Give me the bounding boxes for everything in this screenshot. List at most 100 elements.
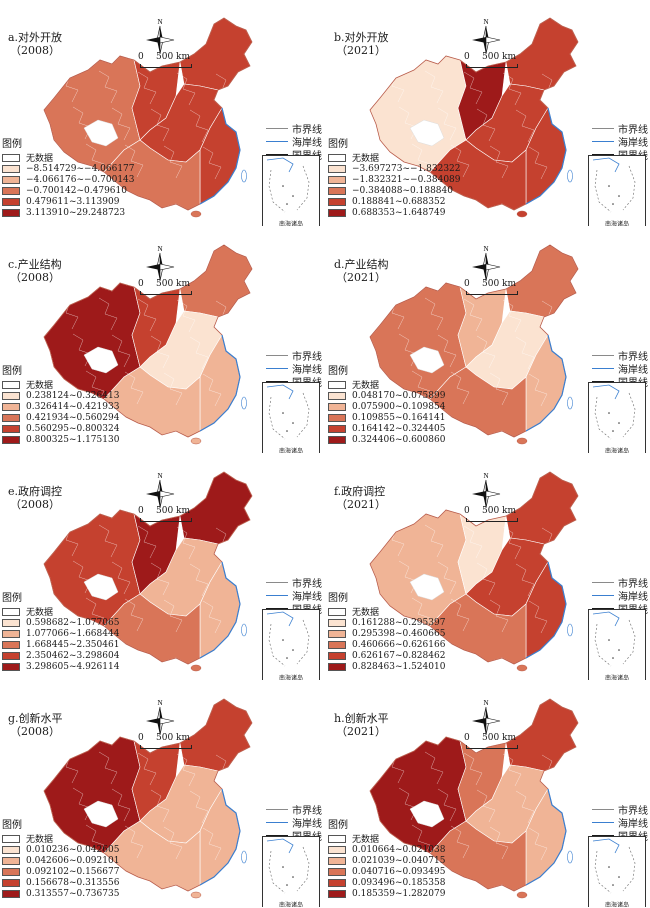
legend-swatch (2, 618, 20, 627)
boundary-legend-row: 市界线 (592, 576, 648, 590)
legend-label: 0.093496~0.185358 (352, 877, 446, 888)
legend-swatch (2, 651, 20, 660)
legend-label: 1.668445~2.350461 (26, 639, 120, 650)
legend-swatch (328, 402, 346, 411)
legend-swatch (328, 424, 346, 433)
boundary-label: 海岸线 (292, 138, 322, 149)
boundary-legend-row: 海岸线 (266, 589, 322, 603)
inset-caption: 南海诸岛 (278, 221, 303, 226)
legend-row: 0.156678~0.313556 (2, 877, 119, 888)
legend-row: 0.828463~1.524010 (328, 661, 445, 672)
boundary-line-swatch (592, 608, 614, 609)
scale-bar-line (140, 64, 192, 68)
legend-swatch (328, 607, 346, 616)
city-boundaries (59, 523, 248, 634)
hainan-island (516, 210, 528, 218)
taiwan-island (241, 396, 247, 410)
legend: 图例 无数据 0.161288~0.295397 0.295398~0.460665 0… (328, 589, 445, 672)
legend-swatch (328, 208, 346, 217)
legend-row: 0.093496~0.185358 (328, 877, 445, 888)
legend-row: 无数据 (2, 606, 119, 618)
legend-label: 0.800325~1.175130 (26, 434, 120, 445)
panel-title: b.对外开放 （2021） (334, 31, 389, 57)
coastline (199, 107, 241, 205)
legend-row: 0.479611~3.113909 (2, 196, 135, 207)
city-boundaries (385, 523, 574, 634)
boundary-line-swatch (592, 141, 614, 142)
map-panel: g.创新水平 （2008） N 0 500 km 图例 无数据 0.010236~0.0426… (0, 681, 324, 907)
boundary-line-swatch (266, 809, 288, 810)
panel-title-main: a.对外开放 (8, 31, 63, 44)
legend-row: 0.109855~0.164141 (328, 412, 445, 423)
north-arrow-icon: N (468, 697, 504, 737)
scale-label: 500 km (156, 279, 191, 289)
north-arrow-icon: N (142, 243, 178, 283)
boundary-legend-row: 市界线 (266, 803, 322, 817)
legend-label: 无数据 (352, 835, 380, 845)
north-label: N (157, 699, 162, 707)
scale-bar: 0 500 km (138, 506, 200, 524)
legend-label: 0.324406~0.600860 (352, 434, 446, 445)
legend-swatch (2, 164, 20, 173)
boundary-label: 海岸线 (292, 592, 322, 603)
panel-title: c.产业结构 （2008） (8, 258, 62, 284)
boundary-line-swatch (592, 128, 614, 129)
scale-zero: 0 (464, 279, 470, 289)
taiwan-island (567, 623, 573, 637)
south-china-sea-inset: 南海诸岛 (262, 155, 320, 226)
panel-title: h.创新水平 （2021） (334, 712, 389, 738)
legend-row: 无数据 (328, 152, 461, 164)
legend-label: 0.164142~0.324405 (352, 423, 446, 434)
panel-title-year: （2021） (336, 498, 386, 511)
coastline (199, 561, 241, 659)
legend-row: 0.048170~0.075899 (328, 390, 445, 401)
south-china-sea-inset: 南海诸岛 (588, 609, 646, 680)
panel-title-year: （2021） (336, 725, 386, 738)
scale-bar: 0 500 km (138, 279, 200, 297)
legend-title: 图例 (2, 820, 22, 831)
legend-swatch (328, 662, 346, 671)
legend-swatch (328, 435, 346, 444)
legend-label: 无数据 (352, 381, 380, 391)
boundary-legend-row: 市界线 (266, 122, 322, 136)
map-panel: d.产业结构 （2021） N 0 500 km 图例 无数据 0.048170~0.0758… (326, 227, 650, 453)
legend-swatch (328, 164, 346, 173)
inset-caption: 南海诸岛 (278, 675, 303, 680)
panel-title-main: e.政府调控 (8, 485, 63, 498)
coastline (525, 561, 567, 659)
legend-swatch (328, 618, 346, 627)
legend-label: 3.113910~29.248723 (26, 207, 126, 218)
legend-swatch (2, 607, 20, 616)
map-panel: a.对外开放 （2008） N 0 500 km 图例 无数据 −8.514729~−4.06… (0, 0, 324, 226)
panel-title-year: （2021） (336, 44, 386, 57)
taiwan-island (567, 169, 573, 183)
boundary-label: 市界线 (292, 579, 322, 590)
legend-label: 0.313557~0.736735 (26, 888, 120, 899)
boundary-line-swatch (266, 154, 288, 155)
no-data-area (83, 800, 119, 828)
legend-row: 无数据 (2, 833, 119, 845)
legend-swatch (2, 640, 20, 649)
boundary-label: 市界线 (292, 352, 322, 363)
boundary-label: 市界线 (618, 806, 648, 817)
no-data-area (83, 573, 119, 601)
legend-row: −4.066176~−0.700143 (2, 174, 135, 185)
china-choropleth (43, 471, 253, 672)
legend-row: 0.092102~0.156677 (2, 866, 119, 877)
south-china-sea-inset: 南海诸岛 (262, 609, 320, 680)
legend-row: 0.626167~0.828462 (328, 650, 445, 661)
boundary-legend-row: 海岸线 (592, 816, 648, 830)
scale-zero: 0 (464, 506, 470, 516)
scale-bar: 0 500 km (464, 733, 526, 751)
legend-row: 0.295398~0.460665 (328, 628, 445, 639)
legend-label: −4.066176~−0.700143 (26, 174, 135, 185)
inset-caption: 南海诸岛 (604, 675, 629, 680)
hainan-island (516, 437, 528, 445)
taiwan-island (241, 850, 247, 864)
boundary-line-swatch (592, 835, 614, 836)
boundary-label: 市界线 (292, 125, 322, 136)
legend-row: 无数据 (328, 379, 445, 391)
panel-title-main: c.产业结构 (8, 258, 62, 271)
boundary-line-swatch (592, 595, 614, 596)
boundary-legend-row: 市界线 (266, 576, 322, 590)
